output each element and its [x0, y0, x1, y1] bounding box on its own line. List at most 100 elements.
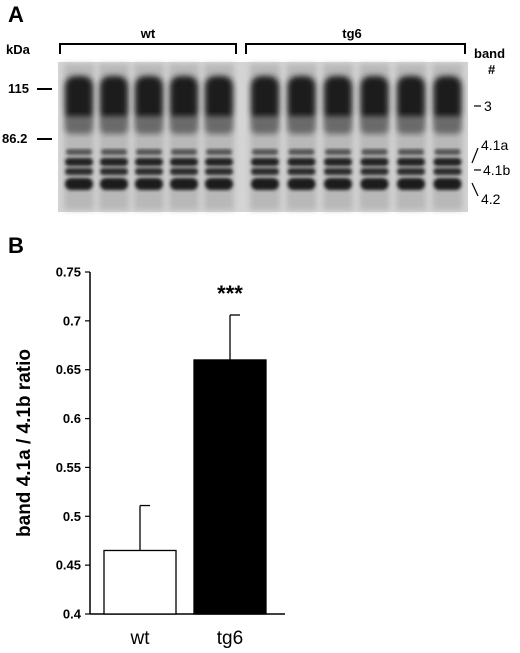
band-faint: [325, 149, 351, 155]
band-3: [397, 76, 425, 122]
gel-lane: [432, 64, 463, 210]
bar-chart: 0.4 0.45 0.5 0.55 0.6 0.65 0.7 0.75 band 4.1a / …: [14, 265, 285, 649]
group-wt-label: wt: [140, 26, 156, 41]
band-3-tail: [433, 116, 462, 134]
gel-lane: [250, 64, 280, 210]
significance-marker: ***: [217, 281, 243, 306]
band-4-2: [251, 178, 279, 190]
band-4-1a: [65, 158, 93, 166]
x-category-tg6: tg6: [217, 628, 243, 649]
band-faint: [434, 149, 461, 155]
y-tick-label: 0.65: [56, 362, 81, 377]
band-3: [324, 76, 352, 122]
band-4-1b: [205, 168, 233, 175]
band-4-2: [100, 178, 128, 190]
band-4-1a: [205, 158, 233, 166]
band-4-1a: [100, 158, 128, 166]
band-4-1b: [100, 168, 128, 175]
band-faint: [136, 149, 162, 155]
x-category-wt: wt: [130, 628, 151, 649]
band-3-tail: [100, 116, 128, 134]
bar-tg6: [193, 359, 267, 615]
band-4-1b: [251, 168, 279, 175]
band-faint: [252, 149, 278, 155]
y-tick-label: 0.55: [56, 460, 81, 475]
gel-lane: [396, 64, 426, 210]
band-4-2: [135, 178, 163, 190]
band-4-2: [287, 178, 316, 190]
band-3-tail: [397, 116, 425, 134]
band-3: [135, 76, 163, 122]
band-3-tail: [360, 116, 389, 134]
band-4-1b: [65, 168, 93, 175]
band-4-1a: [433, 158, 462, 166]
band-faint: [206, 149, 232, 155]
band-4-1b: [360, 168, 389, 175]
band-3-tail: [205, 116, 233, 134]
kda-label: kDa: [6, 42, 31, 57]
band-3: [433, 76, 462, 122]
band-faint: [398, 149, 424, 155]
bracket-tg6: [245, 43, 466, 54]
band-header: band: [474, 46, 505, 61]
band-4-1a: [360, 158, 389, 166]
band-41b-label: 4.1b: [483, 162, 510, 178]
marker-86-label: 86.2: [2, 131, 27, 146]
band-4-1b: [397, 168, 425, 175]
gel-lane: [169, 64, 199, 210]
band-3: [287, 76, 316, 122]
band-3-label: 3: [484, 98, 492, 114]
band-3-tail: [324, 116, 352, 134]
band-4-2: [170, 178, 198, 190]
band-4-1b: [433, 168, 462, 175]
gel-lanes: [64, 64, 463, 210]
band-header-hash: #: [488, 62, 496, 77]
band-41a-label: 4.1a: [481, 137, 508, 153]
y-tick-label: 0.5: [63, 509, 81, 524]
gel-lane: [323, 64, 353, 210]
band-faint: [66, 149, 92, 155]
band-3: [251, 76, 279, 122]
band-4-2: [324, 178, 352, 190]
band-4-1a: [251, 158, 279, 166]
gel-lane: [99, 64, 129, 210]
band-4-2: [65, 178, 93, 190]
band-3-tail: [251, 116, 279, 134]
y-tick-label: 0.75: [56, 265, 81, 280]
band-faint: [171, 149, 197, 155]
gel-lane: [134, 64, 164, 210]
gel-lane: [286, 64, 317, 210]
band-3: [100, 76, 128, 122]
band-4-1b: [324, 168, 352, 175]
y-tick-label: 0.45: [56, 558, 81, 573]
band-4-1a: [397, 158, 425, 166]
band-faint: [101, 149, 127, 155]
band-4-2: [433, 178, 462, 190]
marker-115-label: 115: [8, 81, 29, 96]
band-faint: [288, 149, 315, 155]
band-4-1b: [170, 168, 198, 175]
band-4-2: [205, 178, 233, 190]
band-4-1a: [170, 158, 198, 166]
band-42-leader: [471, 182, 479, 197]
panel-a-letter: A: [8, 2, 24, 27]
band-4-2: [397, 178, 425, 190]
band-4-1b: [287, 168, 316, 175]
gel-lane: [204, 64, 234, 210]
band-3: [205, 76, 233, 122]
band-41a-leader: [471, 147, 479, 164]
band-3-tail: [170, 116, 198, 134]
y-axis-title: band 4.1a / 4.1b ratio: [14, 349, 35, 537]
panel-b-letter: B: [8, 233, 24, 258]
band-3: [360, 76, 389, 122]
bar-wt: [103, 549, 177, 615]
band-4-2: [360, 178, 389, 190]
band-3-tail: [65, 116, 93, 134]
band-4-1a: [135, 158, 163, 166]
band-3: [170, 76, 198, 122]
band-faint: [361, 149, 388, 155]
band-3-tail: [287, 116, 316, 134]
bracket-wt: [59, 43, 237, 54]
band-4-1a: [287, 158, 316, 166]
